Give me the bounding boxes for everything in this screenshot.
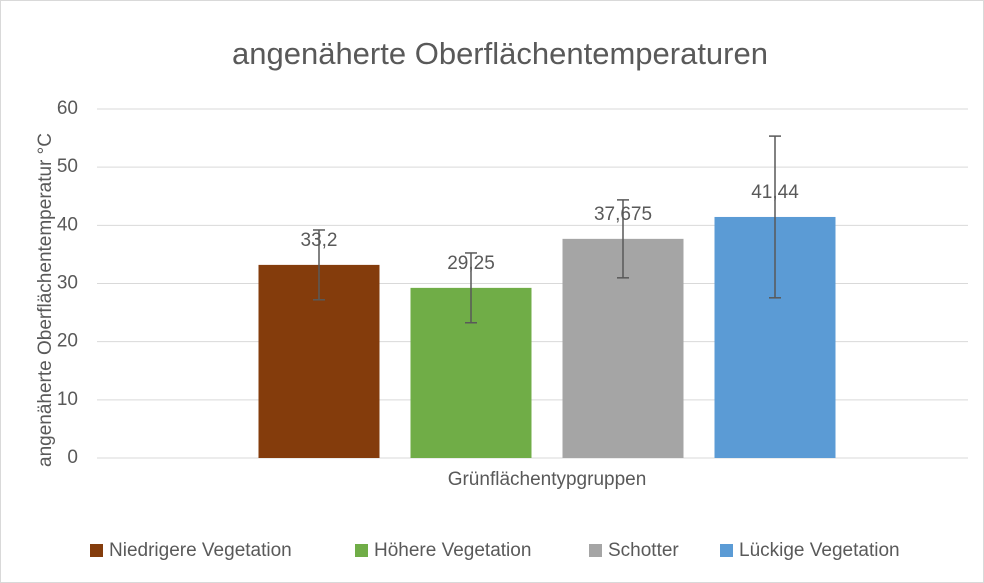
y-tick-label: 60 [57, 98, 78, 119]
legend-swatch [90, 544, 103, 557]
legend-swatch [355, 544, 368, 557]
y-tick-label: 50 [57, 156, 78, 177]
error-bar [465, 252, 477, 324]
legend-swatch [589, 544, 602, 557]
x-axis-title: Grünflächentypgruppen [448, 469, 647, 490]
error-bar [769, 135, 781, 299]
y-axis-title: angenäherte Oberflächentemperatur °C [35, 133, 56, 467]
y-tick-label: 20 [57, 331, 78, 352]
data-label: 33,2 [301, 230, 338, 251]
y-tick-label: 40 [57, 214, 78, 235]
y-tick-label: 30 [57, 273, 78, 294]
y-tick-label: 10 [57, 389, 78, 410]
y-tick-label: 0 [67, 447, 78, 468]
error-bar [617, 199, 629, 279]
legend-label: Schotter [608, 540, 679, 561]
legend-swatch [720, 544, 733, 557]
data-label: 41,44 [751, 182, 799, 203]
error-bar [313, 229, 325, 301]
legend-label: Niedrigere Vegetation [109, 540, 292, 561]
data-label: 37,675 [594, 204, 652, 225]
legend-label: Lückige Vegetation [739, 540, 900, 561]
data-label: 29,25 [447, 253, 495, 274]
legend-label: Höhere Vegetation [374, 540, 531, 561]
chart-title: angenäherte Oberflächentemperaturen [232, 36, 768, 71]
